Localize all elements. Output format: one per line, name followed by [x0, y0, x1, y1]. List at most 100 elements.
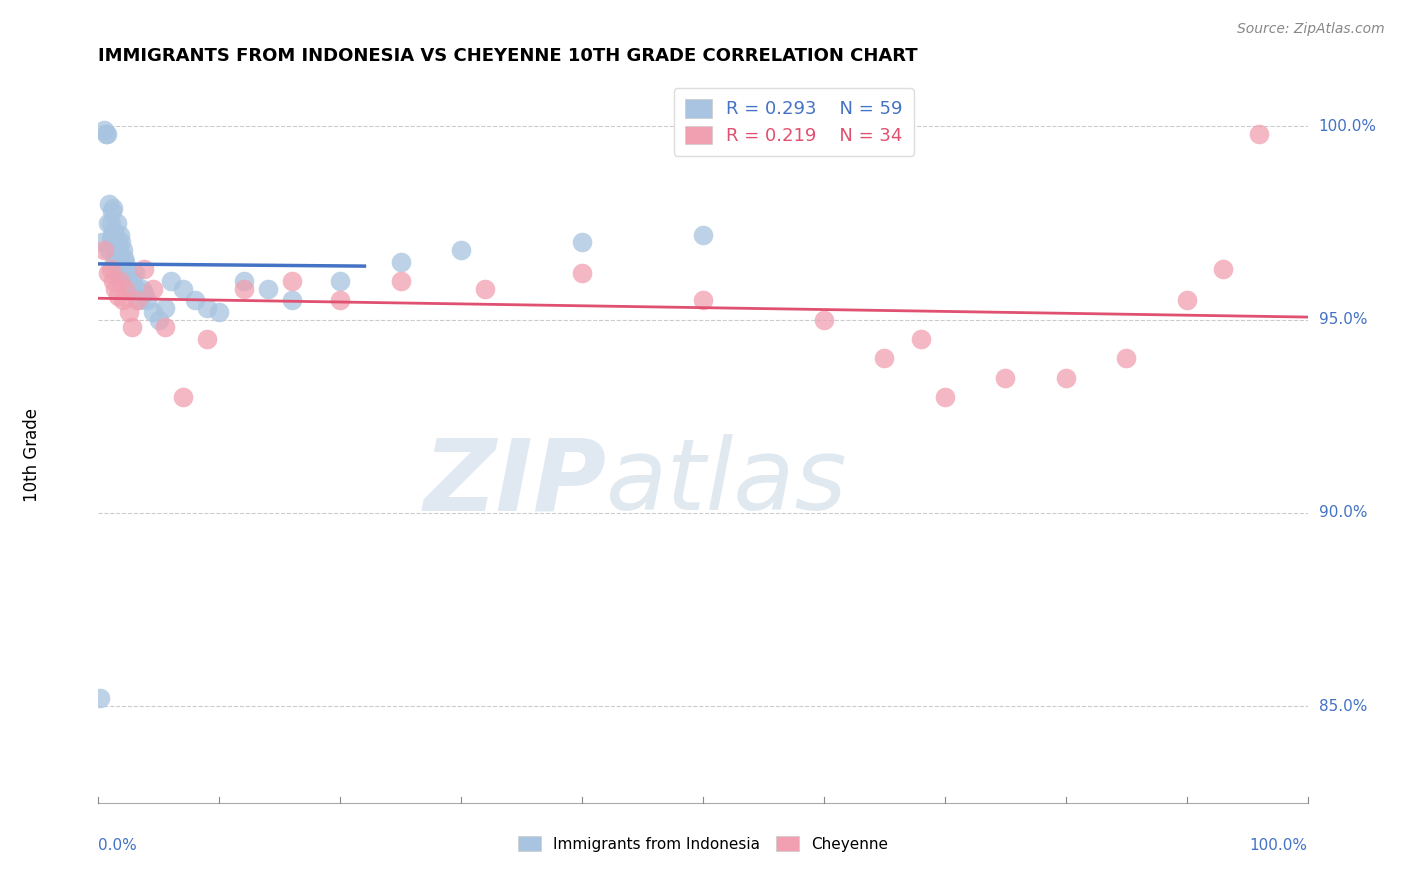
Point: [100, 216, 122, 230]
Point: [124, 266, 146, 280]
Point: [103, 254, 125, 268]
Point: [474, 282, 496, 296]
Point: [450, 243, 472, 257]
Point: [93, 123, 115, 137]
Point: [934, 390, 956, 404]
Point: [142, 282, 165, 296]
Point: [142, 305, 165, 319]
Point: [103, 235, 125, 250]
Point: [110, 235, 132, 250]
Point: [692, 293, 714, 308]
Point: [100, 231, 122, 245]
Point: [104, 282, 127, 296]
Point: [100, 262, 122, 277]
Text: 10th Grade: 10th Grade: [22, 408, 41, 502]
Point: [104, 247, 127, 261]
Point: [131, 282, 153, 296]
Point: [571, 266, 593, 280]
Legend: Immigrants from Indonesia, Cheyenne: Immigrants from Indonesia, Cheyenne: [512, 830, 894, 858]
Point: [184, 293, 207, 308]
Point: [153, 301, 176, 315]
Point: [93, 243, 115, 257]
Point: [107, 235, 129, 250]
Point: [1115, 351, 1137, 366]
Point: [114, 254, 136, 268]
Point: [195, 301, 218, 315]
Point: [107, 289, 129, 303]
Point: [692, 227, 714, 242]
Point: [108, 274, 131, 288]
Point: [128, 293, 150, 308]
Point: [108, 227, 131, 242]
Point: [101, 201, 124, 215]
Point: [114, 282, 136, 296]
Point: [389, 254, 412, 268]
Point: [127, 293, 149, 308]
Point: [107, 254, 129, 268]
Point: [112, 251, 135, 265]
Point: [94, 127, 117, 141]
Point: [281, 274, 304, 288]
Point: [105, 243, 128, 257]
Text: ZIP: ZIP: [423, 434, 606, 532]
Text: 95.0%: 95.0%: [1319, 312, 1367, 327]
Text: 85.0%: 85.0%: [1319, 698, 1367, 714]
Point: [118, 282, 141, 296]
Point: [104, 227, 127, 242]
Point: [121, 320, 143, 334]
Point: [97, 266, 120, 280]
Point: [153, 320, 176, 334]
Point: [281, 293, 304, 308]
Point: [134, 262, 156, 277]
Point: [100, 227, 122, 242]
Point: [1212, 262, 1234, 277]
Point: [135, 293, 157, 308]
Point: [172, 282, 194, 296]
Point: [813, 312, 835, 326]
Point: [101, 224, 124, 238]
Point: [110, 259, 132, 273]
Point: [172, 390, 194, 404]
Point: [256, 282, 278, 296]
Point: [134, 285, 156, 300]
Point: [873, 351, 896, 366]
Point: [98, 243, 121, 257]
Text: 0.0%: 0.0%: [98, 838, 138, 853]
Point: [111, 243, 134, 257]
Point: [160, 274, 183, 288]
Point: [111, 293, 134, 308]
Point: [108, 243, 131, 257]
Text: atlas: atlas: [606, 434, 848, 532]
Point: [101, 274, 124, 288]
Point: [329, 274, 352, 288]
Point: [1175, 293, 1198, 308]
Point: [98, 196, 121, 211]
Text: Source: ZipAtlas.com: Source: ZipAtlas.com: [1237, 22, 1385, 37]
Point: [105, 216, 128, 230]
Text: 100.0%: 100.0%: [1250, 838, 1308, 853]
Text: 90.0%: 90.0%: [1319, 506, 1367, 520]
Point: [118, 274, 141, 288]
Point: [232, 282, 254, 296]
Point: [121, 274, 143, 288]
Point: [195, 332, 218, 346]
Point: [118, 305, 141, 319]
Point: [232, 274, 254, 288]
Point: [111, 262, 134, 277]
Point: [1054, 370, 1077, 384]
Point: [389, 274, 412, 288]
Point: [91, 235, 114, 250]
Text: 100.0%: 100.0%: [1319, 119, 1376, 134]
Point: [208, 305, 231, 319]
Point: [148, 312, 170, 326]
Point: [1249, 127, 1271, 141]
Point: [108, 251, 131, 265]
Point: [910, 332, 932, 346]
Point: [127, 282, 149, 296]
Point: [89, 691, 111, 706]
Point: [108, 266, 131, 280]
Point: [994, 370, 1017, 384]
Point: [115, 262, 138, 277]
Point: [571, 235, 593, 250]
Point: [329, 293, 352, 308]
